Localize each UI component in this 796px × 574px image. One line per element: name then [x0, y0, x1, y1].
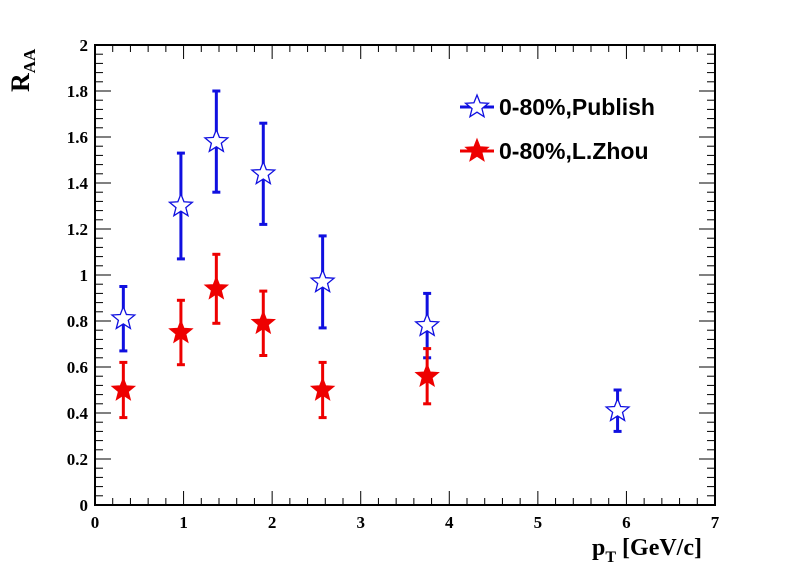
legend-marker-lzhou — [464, 137, 490, 162]
legend-marker — [464, 137, 490, 162]
y-tick-label: 1.4 — [67, 174, 89, 193]
x-tick-label: 0 — [91, 513, 100, 532]
legend-entry-lzhou: 0-80%,L.Zhou — [460, 137, 649, 164]
legend: 0-80%,Publish 0-80%,L.Zhou — [460, 93, 655, 164]
legend-entry-publish: 0-80%,Publish — [460, 93, 655, 120]
legend-marker-publish — [463, 93, 491, 119]
data-point — [167, 192, 195, 218]
legend-label-publish: 0-80%,Publish — [499, 94, 655, 120]
legend-label-lzhou: 0-80%,L.Zhou — [499, 138, 649, 164]
data-point — [110, 304, 137, 330]
series-publish — [110, 89, 631, 433]
x-tick-label: 6 — [622, 513, 631, 532]
data-point — [309, 268, 336, 294]
x-tick-label: 5 — [534, 513, 543, 532]
y-tick-label: 0 — [80, 496, 89, 515]
data-point — [414, 362, 440, 388]
y-tick-label: 0.6 — [67, 358, 88, 377]
y-tick-label: 0.2 — [67, 450, 88, 469]
y-tick-label: 1.6 — [67, 128, 88, 147]
x-axis-title-sub: T — [605, 549, 616, 566]
axis-ticks — [94, 44, 716, 506]
data-point — [110, 376, 137, 401]
data-point — [414, 311, 441, 337]
series-lzhou — [110, 252, 440, 420]
y-axis-title: RAA — [6, 48, 39, 92]
data-point — [203, 275, 230, 300]
y-tick-label: 0.8 — [67, 312, 88, 331]
data-points — [110, 89, 631, 433]
data-point — [250, 160, 277, 185]
y-tick-label: 0.4 — [67, 404, 89, 423]
x-axis-title-main: p — [592, 535, 605, 561]
data-point — [168, 319, 194, 344]
x-axis-title-rest: [GeV/c] — [616, 535, 702, 561]
x-tick-label: 3 — [356, 513, 365, 532]
y-axis-title-main: R — [6, 73, 35, 92]
legend-marker — [463, 93, 491, 119]
x-tick-label: 4 — [445, 513, 454, 532]
data-point — [203, 127, 230, 153]
y-tick-label: 1 — [80, 266, 89, 285]
x-tick-label: 7 — [711, 513, 720, 532]
x-tick-label: 1 — [179, 513, 188, 532]
data-point — [250, 309, 277, 335]
x-axis-title: pT [GeV/c] — [592, 535, 702, 566]
y-tick-label: 2 — [80, 36, 89, 55]
y-tick-label: 1.2 — [67, 220, 88, 239]
data-point — [604, 396, 631, 422]
data-point — [309, 376, 336, 401]
y-axis-title-sub: AA — [20, 48, 39, 73]
y-tick-label: 1.8 — [67, 82, 88, 101]
x-tick-label: 2 — [268, 513, 277, 532]
axis-tick-labels: 0 1 2 3 4 5 6 7 0 0.2 0.4 0.6 0.8 1 1.2 1.4 1.6 1.8 2 — [67, 36, 720, 532]
